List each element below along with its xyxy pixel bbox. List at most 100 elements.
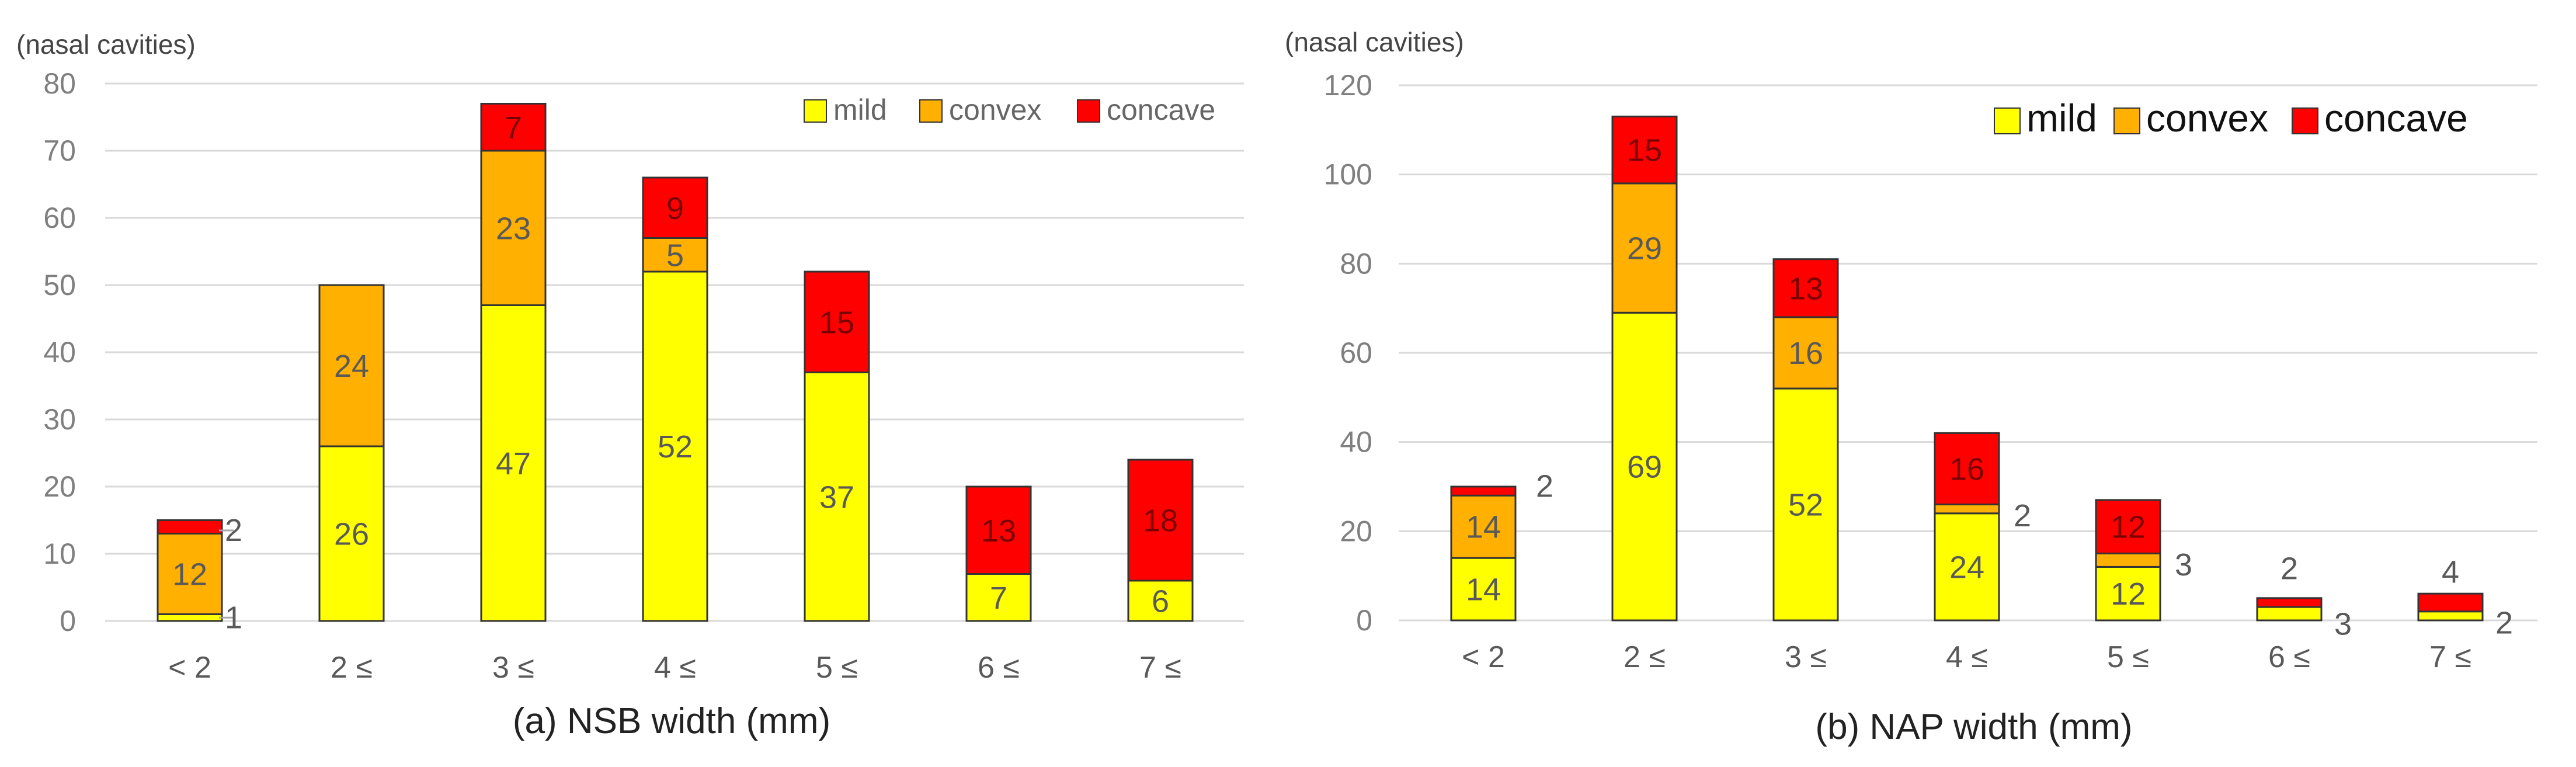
data-label-concave: 2 [225, 513, 242, 548]
data-label-mild: 1 [225, 600, 242, 635]
data-label-concave: 18 [1143, 504, 1178, 539]
bar-segment-mild [318, 445, 385, 622]
bar-segment-concave [1611, 115, 1678, 185]
data-label-convex: 16 [1788, 336, 1823, 371]
bar-segment-mild [965, 573, 1032, 622]
data-label-mild: 14 [1466, 572, 1501, 608]
x-tick-label: 2 ≤ [331, 651, 373, 685]
y-tick-label: 120 [1324, 69, 1372, 102]
bar-segment-concave [480, 103, 547, 152]
bar-segment-concave [1772, 258, 1839, 318]
data-label-concave: 2 [2280, 551, 2298, 586]
legend-label-concave: concave [2324, 96, 2468, 140]
bar-segment-mild [2417, 610, 2484, 622]
y-tick-label: 20 [43, 470, 76, 503]
data-label-concave: 12 [2111, 510, 2146, 545]
data-label-mild: 69 [1627, 450, 1662, 485]
x-tick-label: 2 ≤ [1624, 640, 1666, 674]
y-tick-label: 0 [60, 605, 76, 637]
data-label-convex: 3 [2175, 547, 2192, 582]
data-label-concave: 7 [505, 110, 522, 145]
data-label-mild: 37 [819, 480, 854, 515]
bar-segment-concave [1450, 485, 1517, 497]
chart-nap-width: 0 20 40 60 80 100 120 (nasal cavities) 14 14 2 < 2 6… [1285, 27, 2537, 747]
bar-segment-convex [480, 150, 547, 306]
y-tick-label: 50 [43, 269, 76, 301]
y-axis-unit-label: (nasal cavities) [1285, 27, 1464, 57]
data-label-concave: 15 [819, 305, 854, 340]
x-tick-label: 5 ≤ [2107, 640, 2149, 674]
x-tick-label: 3 ≤ [492, 651, 534, 685]
legend-swatch-convex [919, 99, 943, 123]
legend-swatch-convex [2113, 107, 2140, 134]
data-label-convex: 24 [334, 349, 369, 384]
y-tick-label: 10 [43, 537, 76, 570]
legend-swatch-concave [2292, 107, 2318, 134]
data-label-convex: 2 [2014, 498, 2031, 533]
bar-segment-concave [965, 485, 1032, 575]
x-tick-label: 5 ≤ [816, 651, 858, 685]
data-label-mild: 2 [2495, 605, 2513, 640]
y-tick-label: 60 [43, 202, 76, 234]
legend-swatch-concave [1077, 99, 1100, 123]
data-label-mild: 7 [990, 581, 1007, 616]
bar-segment-mild [804, 372, 870, 622]
bar-segment-concave [2417, 592, 2484, 613]
x-tick-label: 3 ≤ [1785, 640, 1827, 674]
data-label-mild: 47 [496, 446, 531, 481]
data-label-convex: 5 [666, 238, 684, 273]
bar-segment-mild [1934, 512, 2000, 622]
legend-label-convex: convex [949, 93, 1041, 126]
legend-label-convex: convex [2146, 96, 2268, 140]
data-label-concave: 16 [1949, 452, 1984, 487]
legend-label-concave: concave [1107, 93, 1215, 126]
x-tick-label: < 2 [168, 651, 211, 685]
bar-segment-concave [1127, 459, 1194, 582]
data-label-mild: 12 [2111, 577, 2146, 612]
legend-label-mild: mild [833, 93, 887, 126]
x-axis-title: (b) NAP width (mm) [1815, 707, 2132, 747]
data-label-concave: 9 [666, 191, 684, 226]
data-label-convex: 23 [496, 211, 531, 246]
x-tick-label: < 2 [1462, 640, 1505, 674]
x-tick-label: 4 ≤ [1946, 640, 1988, 674]
bar-segment-mild [1450, 557, 1517, 622]
y-tick-label: 30 [43, 403, 76, 436]
bar-segment-mild [480, 304, 547, 622]
y-tick-label: 40 [43, 336, 76, 369]
bar-segment-concave [2256, 597, 2323, 608]
data-label-mild: 3 [2334, 607, 2352, 642]
bar-segment-convex [1611, 182, 1678, 314]
x-axis-title: (a) NSB width (mm) [513, 701, 830, 741]
bar-segment-concave [804, 270, 870, 373]
bar-segment-mild [2095, 565, 2161, 622]
data-label-mild: 52 [658, 429, 693, 464]
data-label-convex: 14 [1466, 510, 1501, 545]
bar-segment-convex [2095, 553, 2161, 568]
chart-nsb-width: 0 10 20 30 40 50 60 70 80 (nasal cavities) 1 12 2 < 2… [16, 29, 1244, 741]
data-label-concave: 13 [981, 513, 1016, 549]
bar-segment-mild [157, 613, 223, 622]
data-label-concave: 15 [1627, 133, 1662, 168]
y-tick-label: 80 [1340, 247, 1372, 280]
data-label-mild: 6 [1152, 584, 1169, 619]
bar-segment-convex [318, 284, 385, 447]
bar-segment-convex [1934, 504, 2000, 515]
legend-label-mild: mild [2026, 96, 2097, 140]
bar-segment-concave [2095, 499, 2161, 555]
y-tick-label: 80 [43, 67, 76, 100]
y-tick-label: 70 [43, 134, 76, 167]
bar-segment-convex [1772, 316, 1839, 390]
data-label-concave: 2 [1536, 469, 1553, 504]
y-tick-label: 0 [1356, 604, 1372, 637]
bar-segment-mild [1611, 311, 1678, 622]
y-tick-label: 60 [1340, 336, 1372, 369]
x-tick-label: 6 ≤ [2268, 640, 2310, 674]
bar-segment-mild [2256, 606, 2323, 622]
data-label-concave: 13 [1788, 271, 1823, 306]
bar-segment-convex [1450, 494, 1517, 559]
y-tick-label: 100 [1324, 158, 1372, 191]
data-label-convex: 29 [1627, 231, 1662, 266]
data-label-mild: 26 [334, 517, 369, 552]
